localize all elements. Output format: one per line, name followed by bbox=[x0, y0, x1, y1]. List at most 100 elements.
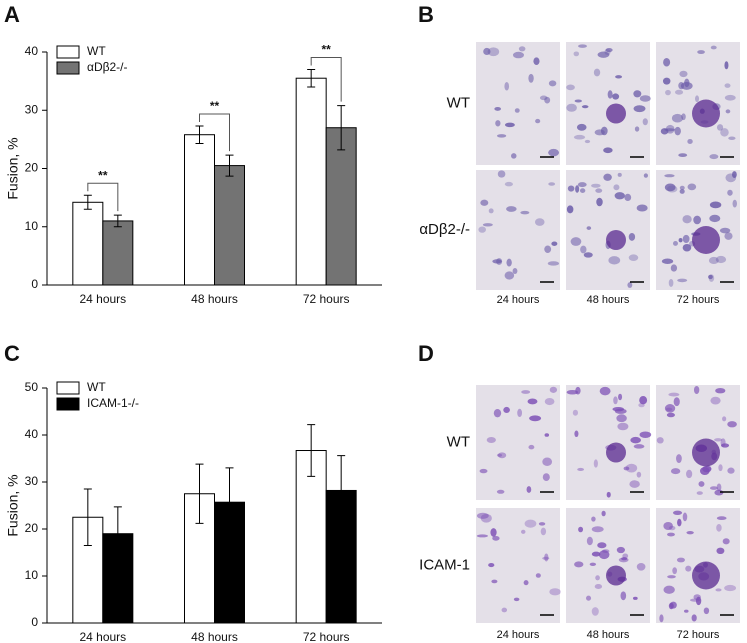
cell bbox=[494, 106, 501, 111]
cell bbox=[479, 468, 488, 474]
cell bbox=[684, 609, 689, 613]
fused-cell bbox=[692, 561, 720, 590]
cell bbox=[526, 486, 532, 493]
cell bbox=[670, 468, 681, 475]
cell bbox=[670, 264, 678, 272]
cell bbox=[708, 256, 719, 265]
micrograph bbox=[656, 508, 740, 623]
cell bbox=[599, 386, 611, 396]
cell bbox=[612, 93, 620, 100]
cell bbox=[480, 513, 492, 523]
row-label: ICAM-1 bbox=[419, 556, 470, 573]
fused-cell bbox=[606, 565, 626, 586]
cell bbox=[668, 278, 674, 287]
micrograph bbox=[656, 385, 740, 500]
y-tick-label: 30 bbox=[25, 102, 39, 116]
cell bbox=[728, 136, 736, 141]
cell bbox=[580, 245, 587, 254]
x-tick-label: 24 hours bbox=[79, 292, 126, 306]
error-bar bbox=[195, 125, 204, 144]
cell bbox=[724, 232, 733, 240]
cell bbox=[672, 510, 683, 515]
micrograph bbox=[566, 385, 652, 500]
cell bbox=[544, 245, 552, 253]
cell bbox=[518, 46, 526, 52]
cell bbox=[724, 83, 731, 88]
cell bbox=[603, 173, 612, 181]
cell bbox=[616, 546, 625, 554]
cell bbox=[663, 522, 673, 531]
cell bbox=[714, 489, 724, 496]
cell bbox=[715, 387, 726, 394]
micrograph bbox=[566, 170, 650, 290]
cell bbox=[710, 486, 718, 490]
cell bbox=[709, 154, 719, 160]
cell bbox=[702, 465, 712, 473]
cell bbox=[578, 526, 584, 533]
cell bbox=[527, 398, 538, 405]
cell bbox=[727, 467, 735, 474]
panel-letter: C bbox=[4, 341, 20, 366]
cell bbox=[624, 193, 632, 201]
cell bbox=[686, 530, 694, 535]
error-bar bbox=[113, 506, 122, 561]
cell bbox=[664, 128, 676, 132]
cell bbox=[674, 126, 681, 136]
micrograph bbox=[476, 508, 561, 623]
legend-label: WT bbox=[87, 380, 106, 394]
cell bbox=[577, 467, 585, 471]
error-bar bbox=[225, 467, 234, 538]
micrograph-bg bbox=[476, 170, 560, 290]
cell bbox=[511, 153, 517, 159]
y-tick-label: 40 bbox=[25, 44, 39, 58]
cell bbox=[662, 77, 671, 85]
cell bbox=[583, 252, 593, 258]
cell bbox=[714, 438, 723, 442]
cell bbox=[539, 95, 548, 101]
cell bbox=[720, 128, 729, 137]
significance-bracket bbox=[87, 182, 119, 212]
cell bbox=[672, 567, 678, 575]
cell bbox=[680, 81, 693, 90]
cell bbox=[676, 557, 685, 563]
cell bbox=[629, 480, 640, 488]
micrograph-bg bbox=[476, 42, 560, 165]
cell bbox=[483, 47, 491, 56]
cell bbox=[501, 607, 508, 613]
cell bbox=[608, 256, 621, 265]
cell bbox=[627, 282, 633, 288]
bar bbox=[72, 201, 104, 286]
row-label: WT bbox=[447, 433, 470, 450]
column-label: 48 hours bbox=[587, 294, 630, 306]
cell bbox=[616, 414, 627, 423]
cell bbox=[496, 489, 505, 494]
cell bbox=[589, 562, 597, 566]
cell bbox=[488, 563, 495, 568]
cell bbox=[722, 538, 730, 545]
cell bbox=[497, 170, 506, 178]
cell bbox=[666, 412, 675, 418]
cell bbox=[724, 61, 729, 70]
cell bbox=[725, 173, 737, 183]
bar bbox=[102, 220, 134, 286]
cell bbox=[675, 89, 684, 95]
cell bbox=[673, 397, 680, 407]
cell bbox=[716, 483, 722, 492]
cell bbox=[591, 551, 601, 557]
panel-letter: A bbox=[4, 2, 20, 27]
cell bbox=[708, 274, 713, 280]
cell bbox=[528, 444, 535, 450]
cell bbox=[578, 44, 588, 48]
micrograph bbox=[566, 42, 651, 165]
cell bbox=[512, 267, 518, 274]
y-tick-label: 20 bbox=[25, 521, 39, 535]
cell bbox=[695, 95, 700, 103]
y-axis-label: Fusion, % bbox=[5, 474, 21, 536]
cell bbox=[524, 519, 537, 528]
y-tick-label: 30 bbox=[25, 474, 39, 488]
cell bbox=[602, 549, 610, 553]
cell bbox=[687, 138, 693, 145]
y-tick-label: 0 bbox=[31, 277, 38, 291]
cell bbox=[594, 583, 603, 590]
legend-label: αDβ2-/- bbox=[87, 60, 128, 74]
